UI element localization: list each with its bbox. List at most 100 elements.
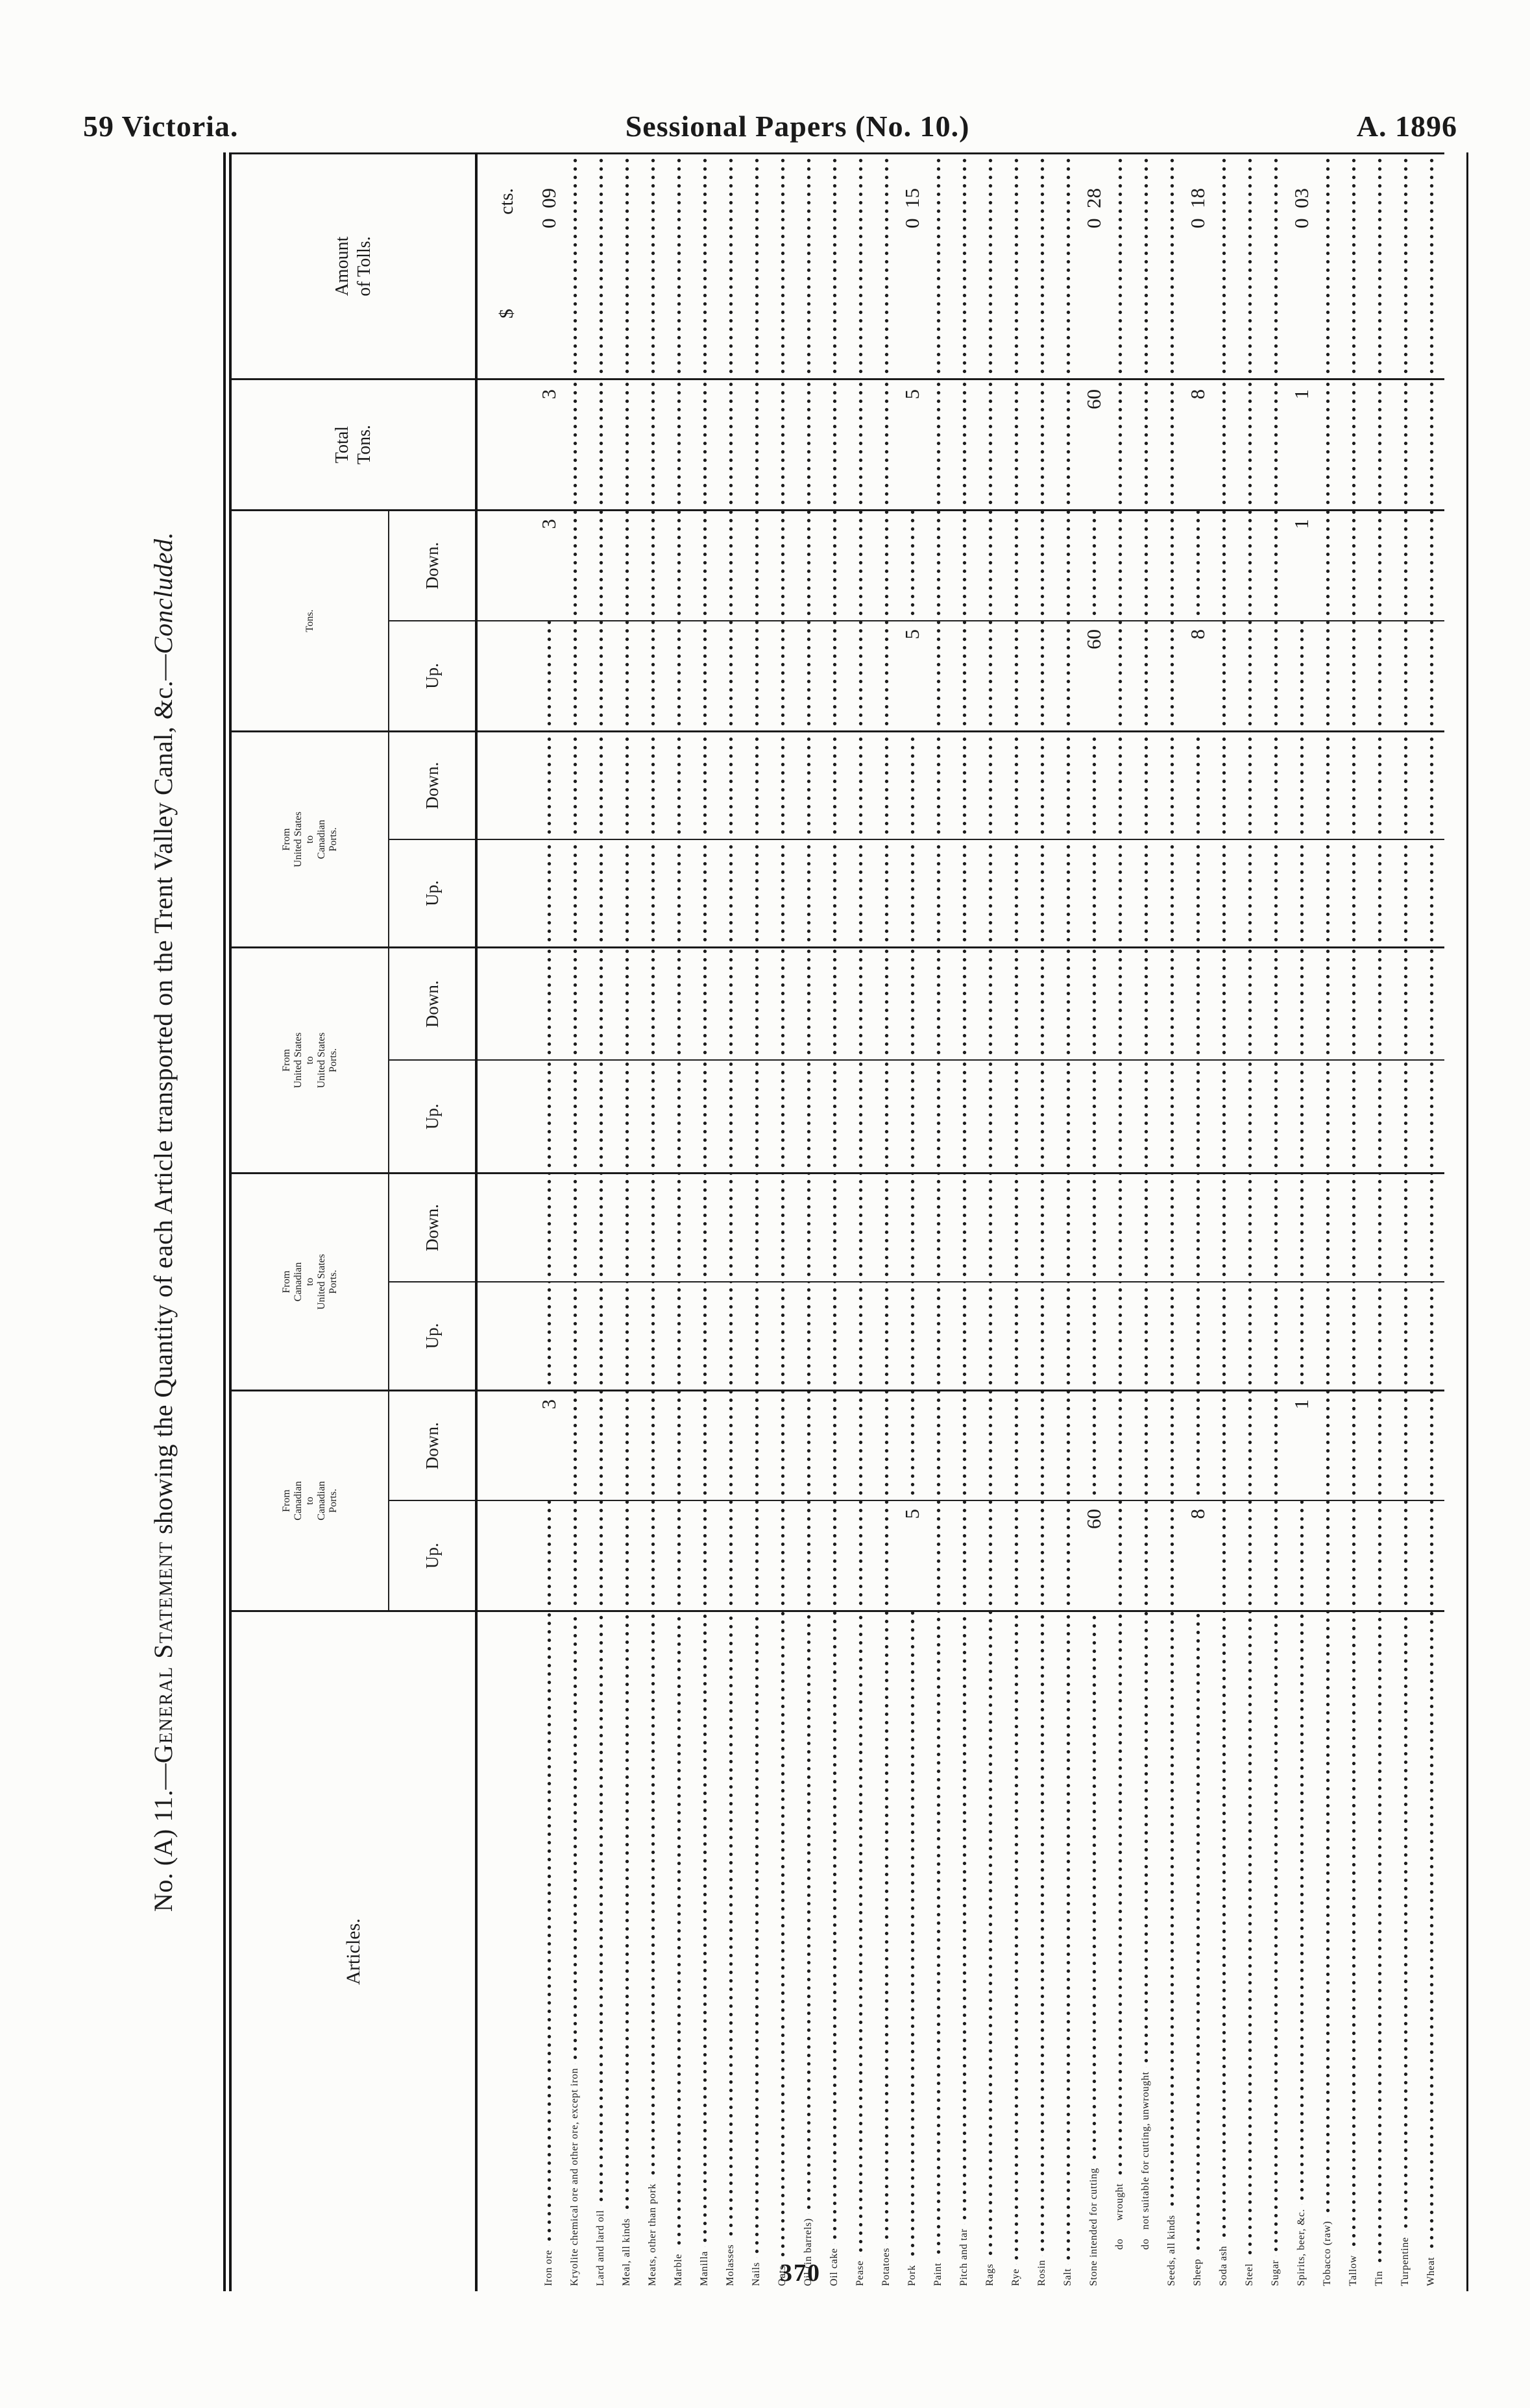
cell-uu_down xyxy=(718,946,744,1059)
cell-amount xyxy=(847,152,873,378)
cell-uu_down xyxy=(588,946,614,1059)
cell-tons_up xyxy=(1418,620,1444,730)
cell-total xyxy=(1315,378,1341,509)
article-cell: do wrought xyxy=(1107,1610,1133,2291)
dotted-leader xyxy=(1029,1612,1055,2256)
cell-uu_up xyxy=(1081,1059,1107,1172)
dotted-leader xyxy=(1081,1612,1107,2164)
group-subheaders-cu: Up. Down. xyxy=(389,1174,475,1390)
cell-tons_up xyxy=(1211,620,1237,730)
article-cell: do not suitable for cutting, unwrought xyxy=(1133,1610,1159,2291)
article-name: Oil cake xyxy=(829,2248,840,2286)
article-name: Paint xyxy=(932,2263,943,2286)
dotted-leader xyxy=(692,1612,718,2248)
cell-amount xyxy=(1107,152,1133,378)
column-header-articles: Articles. xyxy=(232,1610,475,2291)
cell-cc_down xyxy=(1081,1390,1107,1500)
cell-uu_up xyxy=(1133,1059,1159,1172)
cell-cu_down xyxy=(692,1172,718,1281)
cell-uc_up xyxy=(692,839,718,946)
bottom-rule xyxy=(1444,152,1468,2291)
dotted-leader xyxy=(1289,1612,1315,2205)
cell-uu_up xyxy=(925,1059,951,1172)
cell-uu_down xyxy=(1003,946,1029,1059)
cell-uc_down xyxy=(1055,730,1081,839)
cell-uc_up xyxy=(1081,839,1107,946)
cell-amount xyxy=(1341,152,1366,378)
article-cell: Pork xyxy=(899,1610,925,2291)
rows-container: Iron ore 3 3 3 0 09 Kryolite chemical ore and… xyxy=(536,152,1444,2291)
cell-uc_down xyxy=(692,730,718,839)
cell-tons_down xyxy=(1107,509,1133,620)
cell-cu_down xyxy=(847,1172,873,1281)
units-cell-uu_up xyxy=(478,1059,536,1172)
cell-uu_down xyxy=(1055,946,1081,1059)
cell-uc_down xyxy=(666,730,692,839)
article-name: Tobacco (raw) xyxy=(1322,2221,1333,2286)
cell-total: 1 xyxy=(1289,378,1315,509)
article-cell: Tobacco (raw) xyxy=(1315,1610,1341,2291)
cell-total xyxy=(795,378,821,509)
cell-uu_down xyxy=(1263,946,1289,1059)
cell-uu_up xyxy=(1211,1059,1237,1172)
table-row: do wrought xyxy=(1107,152,1133,2291)
cell-cu_down xyxy=(1263,1172,1289,1281)
table-row: Salt xyxy=(1055,152,1081,2291)
cell-cc_up xyxy=(1055,1500,1081,1610)
article-name: Stone intended for cutting xyxy=(1088,2167,1099,2286)
cell-tons_down xyxy=(899,509,925,620)
cell-tons_down xyxy=(821,509,847,620)
cell-uc_up xyxy=(1263,839,1289,946)
column-group-cu: From Canadian to United States Ports. Up. Down… xyxy=(232,1172,475,1390)
article-name: Spirits, beer, &c. xyxy=(1296,2208,1307,2286)
cell-tons_down xyxy=(1315,509,1341,620)
cell-tons_down xyxy=(795,509,821,620)
cell-uu_down xyxy=(614,946,640,1059)
article-cell: Sheep xyxy=(1185,1610,1211,2291)
dotted-leader xyxy=(744,1612,770,2259)
dotted-leader xyxy=(951,1612,977,2225)
cell-cc_down: 1 xyxy=(1289,1390,1315,1500)
cell-uc_down xyxy=(1237,730,1263,839)
cell-uc_up xyxy=(821,839,847,946)
cell-cc_up xyxy=(640,1500,666,1610)
cell-cc_up xyxy=(1029,1500,1055,1610)
cell-tons_up xyxy=(640,620,666,730)
group-subheaders-cc: Up. Down. xyxy=(389,1391,475,1610)
cell-amount: 0 28 xyxy=(1081,152,1107,378)
cell-uc_up xyxy=(770,839,795,946)
dotted-leader xyxy=(1315,1612,1341,2217)
cell-uc_up xyxy=(640,839,666,946)
cell-cu_up xyxy=(925,1281,951,1390)
cell-cc_down xyxy=(1315,1390,1341,1500)
article-cell: Oil cake xyxy=(821,1610,847,2291)
group-label-line: Ports. xyxy=(327,1489,339,1513)
article-name: Wheat xyxy=(1426,2257,1437,2286)
cell-cu_up xyxy=(795,1281,821,1390)
cell-total xyxy=(1366,378,1392,509)
cell-cc_down xyxy=(1159,1390,1185,1500)
cell-uu_down xyxy=(977,946,1003,1059)
title-concluded: Concluded. xyxy=(149,531,178,655)
cell-cc_up xyxy=(1341,1500,1366,1610)
cell-cc_up: 60 xyxy=(1081,1500,1107,1610)
cell-amount xyxy=(951,152,977,378)
down-label: Down. xyxy=(422,1422,442,1470)
article-name: Nails xyxy=(751,2262,762,2286)
article-cell: Rye xyxy=(1003,1610,1029,2291)
cell-uc_up xyxy=(951,839,977,946)
cell-uu_down xyxy=(1133,946,1159,1059)
cell-cu_up xyxy=(1107,1281,1133,1390)
cell-amount xyxy=(977,152,1003,378)
column-group-cc: From Canadian to Canadian Ports. Up. Down. xyxy=(232,1390,475,1610)
article-cell: Nails xyxy=(744,1610,770,2291)
cell-uc_up xyxy=(1107,839,1133,946)
table-row: Turpentine xyxy=(1392,152,1418,2291)
group-label-line: Ports. xyxy=(327,1270,339,1294)
cell-cc_up xyxy=(536,1500,562,1610)
cell-cu_down xyxy=(899,1172,925,1281)
article-name: Steel xyxy=(1244,2263,1255,2286)
table-row: Tobacco (raw) xyxy=(1315,152,1341,2291)
cell-uu_down xyxy=(666,946,692,1059)
